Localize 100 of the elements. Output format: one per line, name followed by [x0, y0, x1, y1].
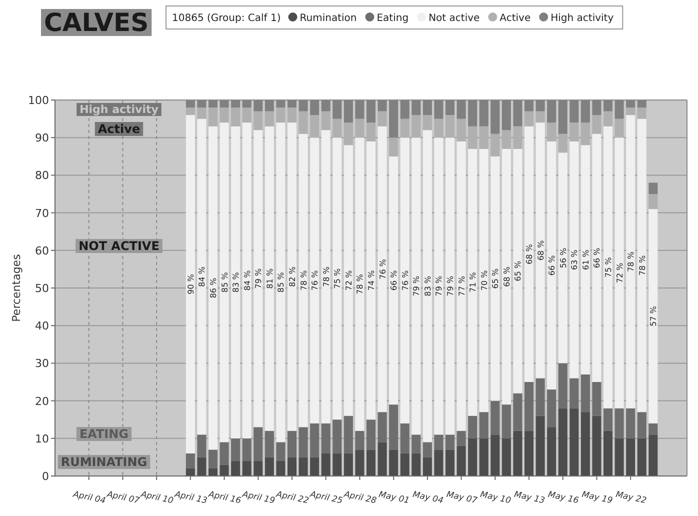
bar — [389, 450, 398, 476]
x-tick-label: May 10 — [479, 490, 512, 506]
bar — [570, 408, 579, 476]
bar — [254, 111, 263, 130]
bar — [378, 442, 387, 476]
annotation: EATING — [79, 427, 129, 441]
bar — [186, 468, 195, 476]
bar — [366, 141, 376, 420]
bar — [502, 404, 511, 438]
data-label: 68 % — [536, 240, 546, 261]
bar — [344, 453, 353, 476]
bar — [400, 138, 410, 424]
bar — [524, 382, 534, 431]
bar — [558, 363, 568, 408]
legend-label: Active — [500, 13, 531, 24]
bar — [366, 450, 376, 476]
bar — [524, 430, 534, 476]
legend-title: 10865 (Group: Calf 1) — [172, 13, 281, 24]
bar — [321, 130, 330, 424]
x-tick-label: May 07 — [445, 490, 479, 506]
bar — [536, 111, 545, 123]
data-label: 82 % — [288, 266, 297, 287]
bar — [648, 194, 658, 210]
bar — [378, 412, 387, 442]
data-label: 79 % — [434, 276, 444, 296]
data-label: 72 % — [615, 262, 624, 284]
bar — [434, 138, 444, 435]
bar — [513, 148, 522, 394]
bar — [422, 457, 432, 476]
x-tick-label: April 10 — [138, 490, 174, 506]
bar — [355, 138, 364, 431]
bar — [580, 374, 590, 412]
bar — [547, 141, 556, 390]
bar — [355, 450, 364, 476]
data-label: 86 % — [209, 277, 218, 298]
bar — [456, 430, 466, 446]
bar — [332, 453, 342, 476]
bar — [558, 134, 568, 153]
x-tick-label: April 22 — [274, 490, 310, 506]
data-label: 78 % — [356, 274, 365, 294]
bar — [208, 468, 218, 476]
bar — [422, 130, 432, 442]
bar — [445, 450, 455, 476]
bar — [456, 446, 466, 476]
bar — [592, 134, 602, 382]
bar — [524, 126, 534, 382]
bar — [637, 118, 646, 412]
bar — [264, 457, 274, 476]
x-tick-label: April 13 — [172, 490, 208, 506]
bar — [276, 108, 286, 123]
data-label: 84 % — [242, 270, 252, 291]
bar — [197, 118, 206, 435]
bar — [231, 460, 240, 476]
data-label: 65 % — [514, 260, 523, 282]
bar — [434, 118, 444, 138]
bar — [626, 108, 636, 116]
bar — [276, 122, 286, 442]
bar — [220, 108, 229, 123]
data-label: 61 % — [581, 249, 590, 270]
bar — [287, 430, 297, 458]
bar — [310, 457, 320, 476]
data-label: 74 % — [367, 270, 376, 291]
bar — [389, 138, 398, 156]
bar — [208, 450, 218, 468]
bar — [287, 122, 297, 431]
bar — [344, 145, 353, 416]
data-label: 81 % — [265, 268, 274, 289]
bar — [570, 378, 579, 408]
y-tick-label: 90 — [35, 132, 49, 145]
bar — [502, 148, 511, 405]
annotation: NOT ACTIVE — [78, 239, 160, 253]
bar — [366, 420, 376, 450]
bar — [524, 111, 534, 126]
x-tick-label: May 04 — [412, 490, 444, 506]
x-tick-label: May 16 — [547, 490, 580, 506]
y-tick-label: 60 — [35, 244, 49, 258]
bar — [626, 115, 636, 408]
data-label: 78 % — [299, 270, 308, 291]
y-tick-label: 40 — [35, 320, 49, 333]
data-label: 76 % — [400, 270, 410, 291]
bar — [558, 152, 568, 364]
bar — [479, 148, 488, 412]
data-label: 66 % — [548, 254, 557, 276]
bar — [208, 108, 218, 126]
bar — [603, 111, 613, 126]
annotation: Active — [98, 122, 140, 136]
data-label: 79 % — [254, 268, 264, 289]
data-label: 75 % — [333, 268, 342, 289]
bar — [479, 438, 488, 476]
data-label: 70 % — [480, 270, 489, 291]
bar — [355, 118, 364, 138]
data-label: 78 % — [322, 266, 331, 287]
bar — [344, 416, 353, 454]
bar — [412, 434, 421, 454]
bar — [220, 464, 229, 476]
bar — [547, 122, 556, 142]
bar — [536, 378, 545, 416]
bar — [445, 138, 455, 435]
bar — [648, 182, 658, 194]
bar — [186, 453, 195, 468]
